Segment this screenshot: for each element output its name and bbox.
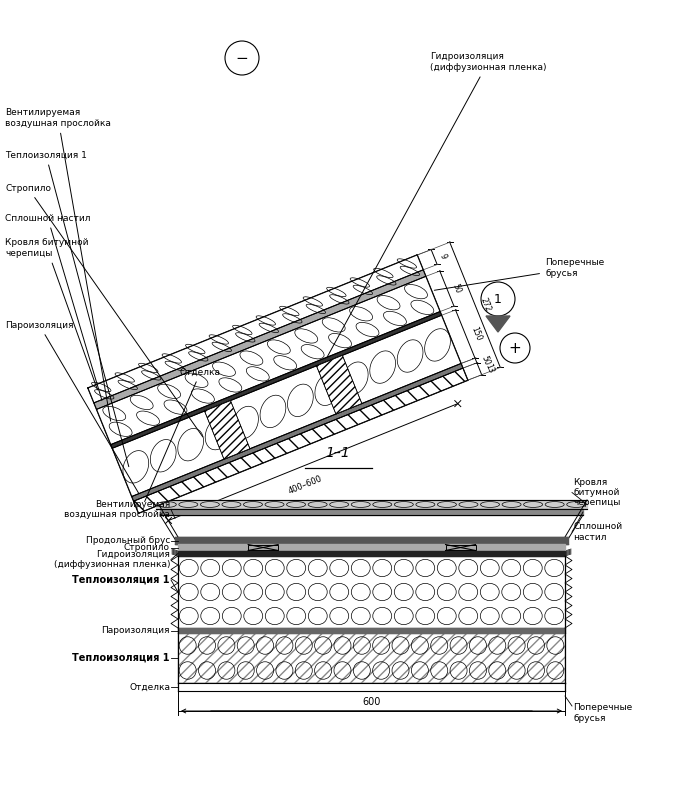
Text: −: − bbox=[236, 50, 249, 66]
Polygon shape bbox=[178, 633, 565, 683]
Text: 1: 1 bbox=[494, 293, 502, 306]
Text: 1–1: 1–1 bbox=[326, 446, 351, 460]
Text: Поперечные
брусья: Поперечные брусья bbox=[573, 703, 632, 722]
Text: Теплоизоляция 1: Теплоизоляция 1 bbox=[5, 150, 129, 467]
Bar bbox=[248, 544, 278, 550]
Text: Вентилируемая
воздушная прослойка: Вентилируемая воздушная прослойка bbox=[64, 500, 170, 519]
Polygon shape bbox=[204, 400, 250, 460]
Bar bbox=[445, 544, 475, 550]
Text: Теплоизоляция 1: Теплоизоляция 1 bbox=[72, 653, 170, 663]
Text: 600: 600 bbox=[362, 697, 381, 707]
Text: Отделка: Отделка bbox=[144, 367, 221, 502]
Text: Пароизоляция: Пароизоляция bbox=[101, 626, 170, 635]
Text: 50: 50 bbox=[480, 354, 492, 366]
Polygon shape bbox=[132, 363, 463, 501]
Text: 272: 272 bbox=[479, 296, 492, 313]
Polygon shape bbox=[178, 683, 565, 691]
Polygon shape bbox=[97, 277, 440, 445]
Polygon shape bbox=[133, 368, 468, 513]
Polygon shape bbox=[88, 255, 423, 403]
Polygon shape bbox=[178, 544, 565, 551]
Text: Вентилируемая
воздушная прослойка: Вентилируемая воздушная прослойка bbox=[5, 108, 111, 421]
Text: Поперечные
брусья: Поперечные брусья bbox=[434, 258, 604, 290]
Text: Продольный брус: Продольный брус bbox=[86, 536, 170, 545]
Polygon shape bbox=[175, 537, 568, 544]
Text: +: + bbox=[509, 341, 522, 355]
Polygon shape bbox=[111, 311, 441, 448]
Text: Теплоизоляция 1: Теплоизоляция 1 bbox=[72, 575, 170, 585]
Polygon shape bbox=[178, 556, 565, 628]
Text: Стропило: Стропило bbox=[5, 184, 203, 437]
Text: Кровля битумной
черепицы: Кровля битумной черепицы bbox=[5, 239, 97, 390]
Polygon shape bbox=[486, 316, 510, 332]
Polygon shape bbox=[178, 551, 565, 556]
Text: Отделка: Отделка bbox=[129, 683, 170, 692]
Text: Гидроизоляция
(диффузионная пленка): Гидроизоляция (диффузионная пленка) bbox=[327, 53, 546, 358]
Text: Сплошной настил: Сплошной настил bbox=[5, 214, 102, 400]
Text: Сплошной
настил: Сплошной настил bbox=[573, 523, 622, 542]
Text: Пароизоляция: Пароизоляция bbox=[5, 320, 139, 493]
Polygon shape bbox=[317, 355, 362, 414]
Text: 9: 9 bbox=[438, 253, 448, 260]
Polygon shape bbox=[178, 633, 565, 683]
Polygon shape bbox=[317, 355, 362, 414]
Polygon shape bbox=[94, 270, 426, 409]
Text: 150: 150 bbox=[469, 325, 483, 342]
Polygon shape bbox=[156, 500, 587, 509]
Text: 50: 50 bbox=[451, 282, 463, 294]
Text: Стропило: Стропило bbox=[124, 543, 170, 552]
Text: Кровля
битумной
черепицы: Кровля битумной черепицы bbox=[573, 477, 620, 507]
Polygon shape bbox=[112, 316, 461, 497]
Polygon shape bbox=[204, 400, 250, 460]
Polygon shape bbox=[178, 628, 565, 633]
Polygon shape bbox=[133, 368, 468, 513]
Text: Гидроизоляция
(диффузионная пленка): Гидроизоляция (диффузионная пленка) bbox=[54, 550, 170, 570]
Text: 400–600: 400–600 bbox=[287, 474, 323, 496]
Polygon shape bbox=[160, 509, 583, 515]
Text: 13: 13 bbox=[484, 362, 495, 375]
